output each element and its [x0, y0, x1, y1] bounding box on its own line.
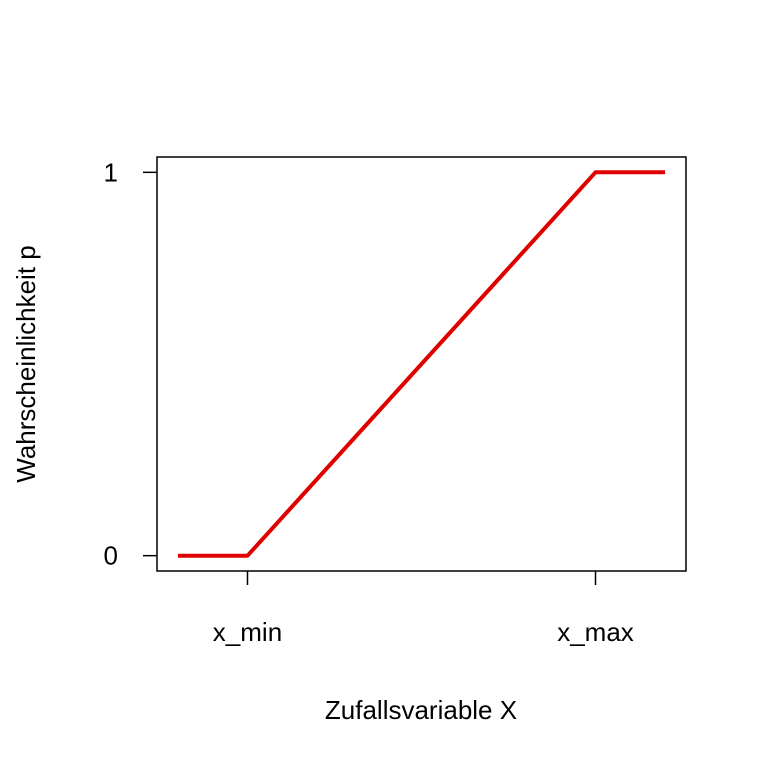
plot-area	[156, 156, 687, 572]
y-axis-label: Wahrscheinlichkeit p	[11, 245, 41, 482]
x-tick-label: x_max	[557, 617, 634, 647]
y-tick-label: 0	[104, 541, 118, 571]
plot-frame	[156, 156, 687, 572]
series-layer	[177, 170, 666, 558]
x-axis: x_min x_max	[213, 571, 634, 647]
y-tick-label: 1	[104, 157, 118, 187]
series-line	[177, 170, 666, 558]
x-tick-label: x_min	[213, 617, 282, 647]
y-axis: 01	[104, 157, 157, 571]
x-axis-label: Zufallsvariable X	[325, 695, 517, 725]
